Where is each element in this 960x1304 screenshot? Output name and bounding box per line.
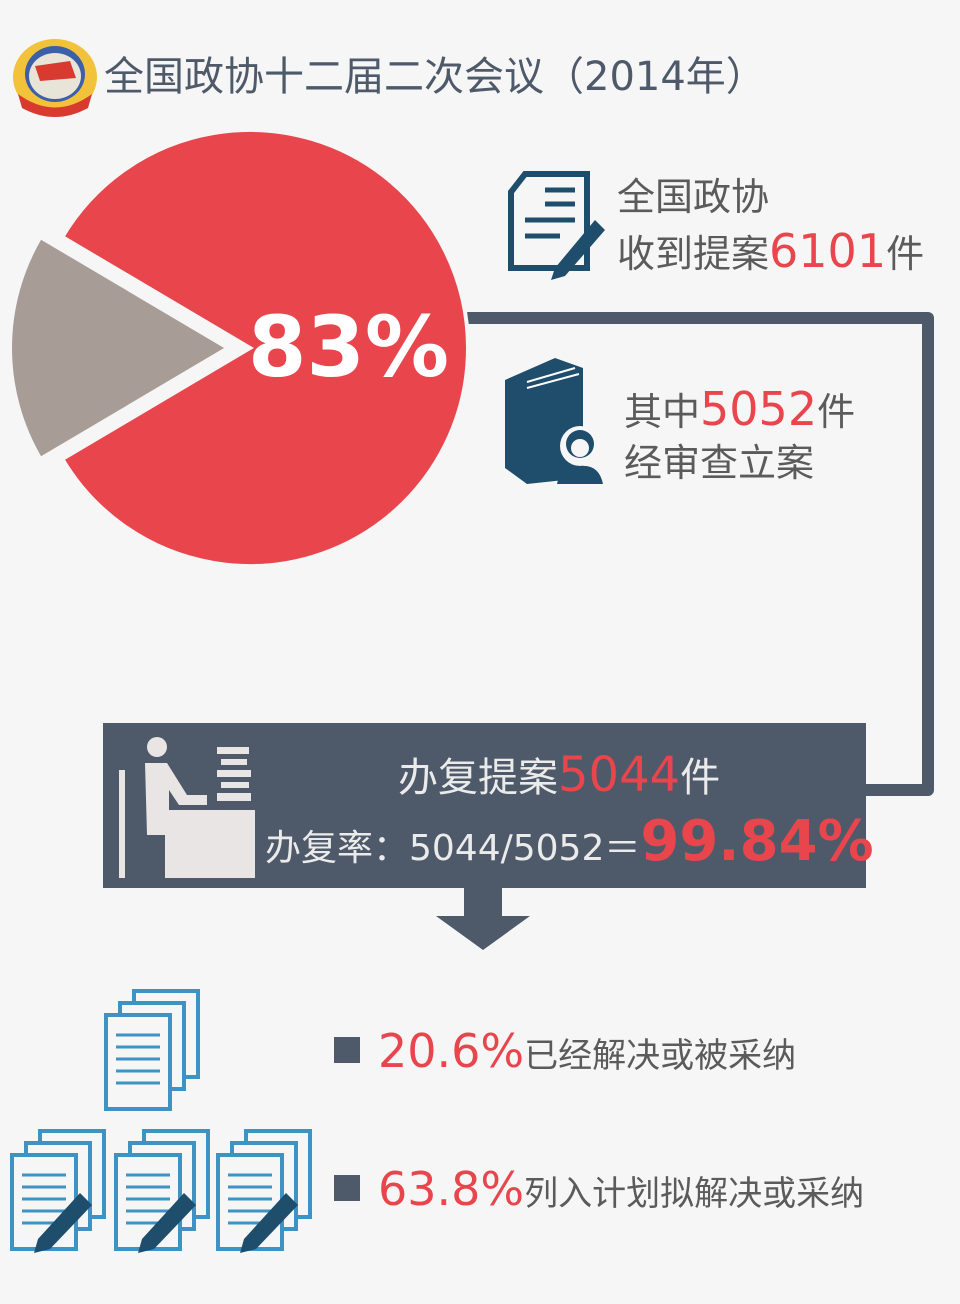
- received-line1: 全国政协: [617, 175, 770, 219]
- bullet-2: [334, 1175, 360, 1201]
- pie-slice-1: [59, 128, 470, 568]
- document-pen-icon: [508, 171, 605, 280]
- pie-slice-2: [8, 234, 232, 462]
- pie-chart: [8, 128, 470, 568]
- replied-line2: 办复率：5044/5052＝99.84%: [265, 809, 874, 874]
- filed-line2: 经审查立案: [624, 441, 815, 485]
- arrow-down-icon: [436, 888, 530, 950]
- pie-center-label: 83%: [248, 298, 450, 396]
- filed-line1: 其中5052件: [624, 382, 856, 436]
- desk-worker-icon: [119, 737, 255, 878]
- replied-line1: 办复提案5044件: [398, 747, 721, 803]
- replied-box: 办复提案5044件 办复率：5044/5052＝99.84%: [103, 723, 874, 888]
- book-person-icon: [505, 358, 603, 484]
- document-stack-icons: [0, 989, 330, 1255]
- connector-line: [440, 312, 934, 796]
- result-item: 63.8%列入计划拟解决或采纳: [378, 1162, 865, 1216]
- received-line2: 收到提案6101件: [617, 224, 925, 278]
- bullet-1: [334, 1037, 360, 1063]
- page-title: 全国政协十二届二次会议（2014年）: [104, 54, 766, 100]
- cppcc-emblem-icon: [13, 39, 97, 117]
- result-item: 20.6%已经解决或被采纳: [378, 1024, 797, 1078]
